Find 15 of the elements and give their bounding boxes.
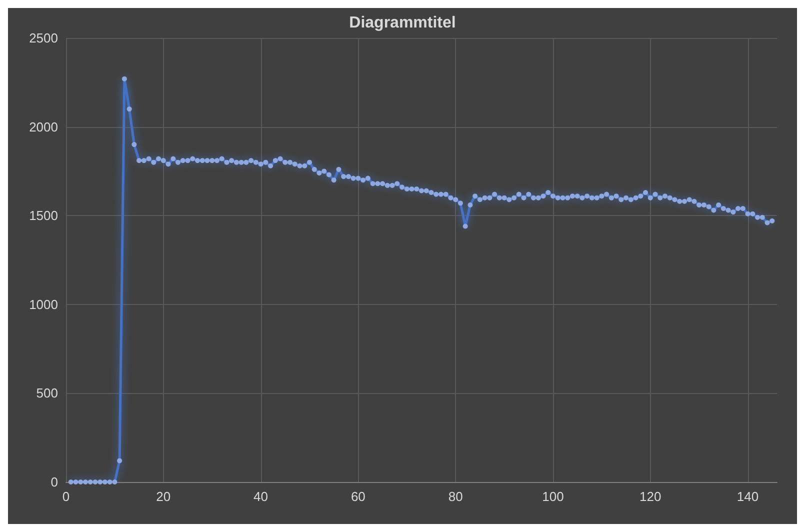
chart-title: Diagrammtitel (349, 14, 456, 32)
y-tick-label: 2500 (29, 30, 58, 46)
x-tick-label: 20 (156, 489, 171, 504)
y-tick-label: 500 (36, 386, 58, 401)
y-tick-label: 1000 (29, 296, 58, 312)
y-tick-label: 0 (50, 474, 58, 490)
x-tick-label: 80 (448, 489, 463, 504)
y-tick-label: 1500 (29, 208, 58, 224)
y-tick-label: 2000 (29, 119, 58, 134)
x-tick-label: 100 (542, 489, 564, 504)
x-tick-label: 0 (62, 489, 70, 504)
x-tick-label: 40 (254, 489, 268, 504)
x-tick-label: 60 (350, 489, 366, 504)
x-tick-label: 140 (736, 489, 759, 504)
x-tick-label: 120 (640, 489, 662, 504)
